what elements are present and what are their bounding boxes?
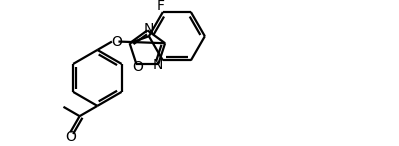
Text: O: O bbox=[111, 35, 122, 49]
Text: N: N bbox=[152, 58, 162, 72]
Text: O: O bbox=[65, 130, 76, 144]
Text: O: O bbox=[132, 60, 143, 74]
Text: N: N bbox=[144, 22, 154, 36]
Text: F: F bbox=[157, 0, 165, 13]
